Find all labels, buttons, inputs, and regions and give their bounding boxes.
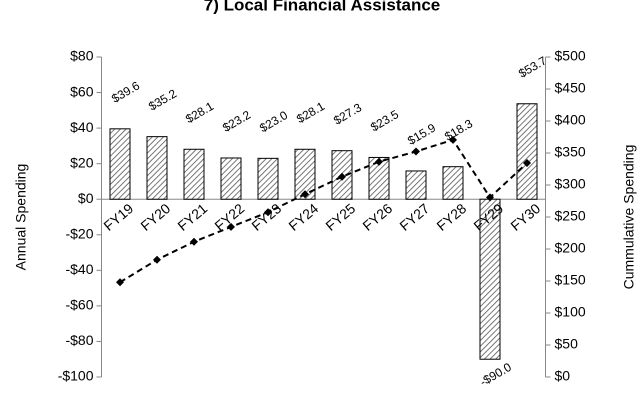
- y-tick-label: $80: [70, 48, 94, 64]
- y2-tick-label: $200: [555, 240, 586, 256]
- value-label: $15.9: [405, 121, 438, 148]
- value-label: $18.3: [442, 116, 475, 143]
- x-tick-label: FY19: [100, 200, 136, 234]
- y-axis-label: Annual Spending: [13, 164, 29, 271]
- line-marker: [338, 172, 346, 181]
- line-marker: [116, 278, 124, 287]
- x-tick-label: FY20: [137, 200, 173, 234]
- y-tick-label: -$40: [65, 261, 93, 277]
- y2-tick-label: $0: [555, 368, 571, 384]
- value-label: $28.1: [294, 99, 327, 126]
- chart-title: 7) Local Financial Assistance: [204, 0, 441, 14]
- y2-tick-label: $450: [555, 80, 586, 96]
- x-tick-label: FY21: [174, 200, 210, 234]
- y-tick-label: $20: [70, 154, 94, 170]
- y2-tick-label: $350: [555, 144, 586, 160]
- y2-tick-label: $400: [555, 112, 586, 128]
- y2-tick-label: $50: [555, 336, 579, 352]
- line-marker: [264, 208, 272, 217]
- line-marker: [227, 222, 235, 231]
- value-label: $53.7: [516, 53, 549, 80]
- line-marker: [449, 135, 457, 144]
- value-label: $39.6: [109, 78, 142, 105]
- y-tick-label: -$60: [65, 297, 93, 313]
- y2-tick-label: $100: [555, 304, 586, 320]
- y-tick-label: -$100: [58, 368, 94, 384]
- line-marker: [412, 147, 420, 156]
- value-label: $35.2: [146, 86, 179, 113]
- line-marker: [153, 255, 161, 264]
- y2-axis-label: Cummulative Spending: [621, 145, 637, 290]
- bar: [220, 157, 242, 200]
- y2-tick-label: $500: [555, 48, 586, 64]
- x-tick-label: FY26: [359, 200, 395, 234]
- y-tick-label: $40: [70, 119, 94, 135]
- y-tick-label: $60: [70, 83, 94, 99]
- bar: [442, 166, 464, 200]
- x-tick-label: FY27: [396, 200, 432, 234]
- bar: [257, 157, 279, 200]
- y-tick-label: -$20: [65, 225, 93, 241]
- value-label: -$90.0: [477, 360, 514, 389]
- bar: [183, 148, 205, 200]
- line-marker: [486, 193, 494, 202]
- value-label: $23.0: [257, 108, 290, 135]
- x-tick-label: FY28: [433, 200, 469, 234]
- bar: [516, 103, 538, 200]
- line-marker: [375, 157, 383, 166]
- y2-tick-label: $250: [555, 208, 586, 224]
- y-tick-label: $0: [78, 190, 94, 206]
- value-label: $23.2: [220, 108, 253, 135]
- bar: [368, 156, 390, 200]
- bar: [405, 170, 427, 200]
- y2-tick-label: $150: [555, 272, 586, 288]
- x-tick-label: FY25: [322, 200, 358, 234]
- cumulative-line: [119, 138, 528, 284]
- bar: [146, 136, 168, 200]
- y-tick-label: -$80: [65, 332, 93, 348]
- x-tick-label: FY30: [507, 200, 543, 234]
- line-marker: [190, 237, 198, 246]
- line-marker: [301, 190, 309, 199]
- x-tick-label: FY24: [285, 200, 321, 234]
- value-label: $23.5: [368, 107, 401, 134]
- bar: [109, 128, 131, 200]
- value-label: $28.1: [183, 99, 216, 126]
- x-tick-label: FY23: [248, 200, 284, 234]
- value-label: $27.3: [331, 100, 364, 127]
- y2-tick-label: $300: [555, 176, 586, 192]
- line-marker: [523, 159, 531, 168]
- bar: [294, 148, 316, 200]
